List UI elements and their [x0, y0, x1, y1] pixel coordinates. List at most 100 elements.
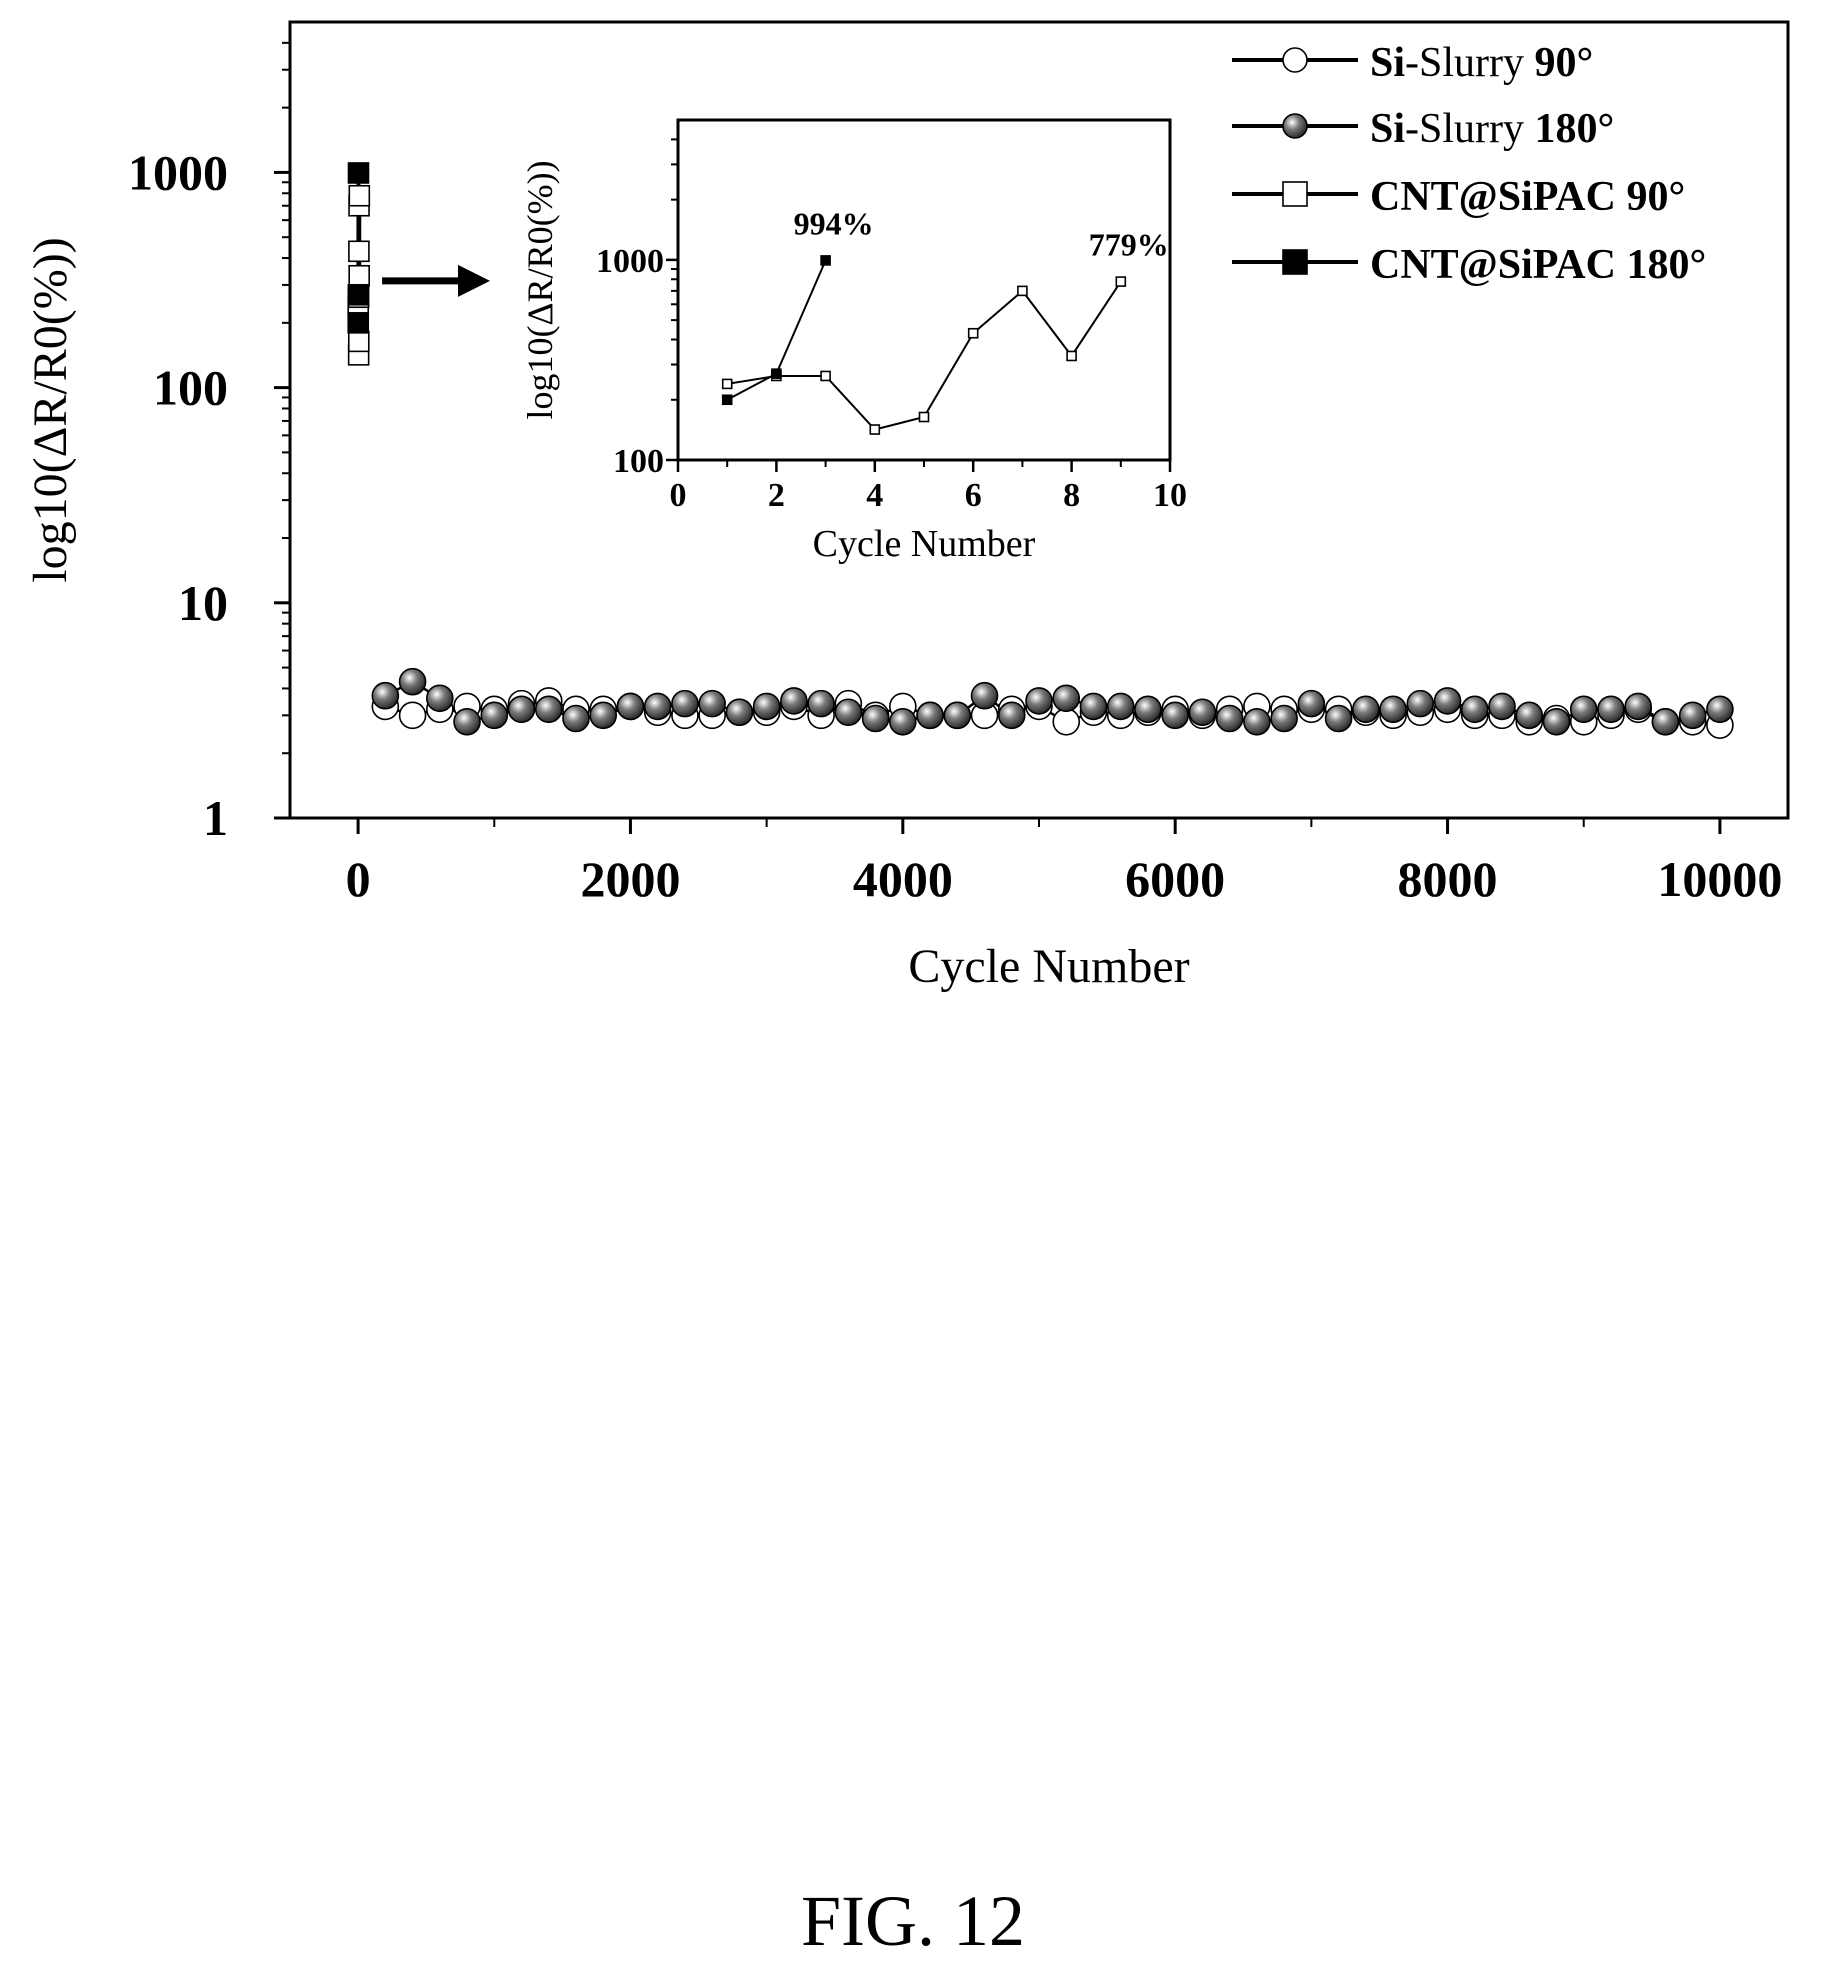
- data-point-si-slurry-180: [1270, 704, 1298, 733]
- data-point-si-slurry-180: [1215, 704, 1244, 733]
- legend-label: Si-Slurry 180°: [1370, 106, 1614, 152]
- legend-marker: [1282, 47, 1308, 73]
- legend: Si-Slurry 90° Si-Slurry 180° CNT@SiPAC 90°…: [1232, 40, 1706, 288]
- inset-frame: [676, 118, 1172, 462]
- data-point-si-slurry-180: [1297, 689, 1326, 718]
- data-point-cnt-sipac-180: [347, 162, 370, 184]
- inset-y-tick-label: 100: [613, 443, 664, 480]
- data-point-si-slurry-180: [507, 695, 536, 724]
- data-point-si-slurry-180: [1188, 698, 1217, 727]
- data-point-cnt-sipac-180: [347, 312, 370, 334]
- data-point-si-slurry-180: [997, 701, 1026, 730]
- data-point-si-slurry-90: [1052, 707, 1081, 736]
- inset-data-point: [820, 255, 831, 266]
- inset-annotation: 779%: [1089, 227, 1169, 263]
- data-point-si-slurry-180: [752, 692, 781, 721]
- y-tick-label: 10: [178, 575, 228, 631]
- x-tick-label: 8000: [1398, 851, 1498, 907]
- inset-data-point: [721, 378, 733, 390]
- data-point-si-slurry-180: [1597, 695, 1625, 724]
- inset-data-point: [1017, 285, 1028, 297]
- data-point-si-slurry-180: [1406, 689, 1435, 718]
- data-point-si-slurry-180: [1515, 701, 1544, 730]
- data-point-si-slurry-180: [1052, 684, 1081, 713]
- inset-data-point: [918, 411, 930, 423]
- data-point-si-slurry-180: [643, 692, 672, 721]
- data-point-si-slurry-180: [480, 701, 509, 730]
- data-point-si-slurry-180: [1161, 701, 1189, 730]
- data-point-cnt-sipac-180: [347, 283, 370, 306]
- y-axis-label: log10(ΔR/R0(%)): [24, 237, 77, 583]
- data-point-si-slurry-180: [970, 681, 999, 710]
- data-point-si-slurry-180: [889, 707, 917, 736]
- data-point-si-slurry-180: [1678, 701, 1707, 730]
- data-point-cnt-sipac-90: [348, 264, 370, 287]
- data-point-si-slurry-180: [1569, 695, 1598, 724]
- data-point-cnt-sipac-90: [348, 184, 371, 207]
- data-point-si-slurry-180: [1324, 704, 1353, 733]
- data-point-si-slurry-180: [943, 701, 972, 730]
- legend-label: CNT@SiPAC 90°: [1370, 174, 1685, 220]
- inset-data-point: [967, 327, 979, 339]
- data-point-si-slurry-180: [453, 707, 481, 736]
- data-point-si-slurry-90: [398, 701, 427, 730]
- x-tick-label: 4000: [853, 851, 953, 907]
- data-point-si-slurry-180: [562, 704, 590, 733]
- inset-x-axis-label: Cycle Number: [813, 523, 1036, 565]
- inset-annotation: 994%: [794, 205, 874, 241]
- data-point-si-slurry-180: [725, 698, 754, 727]
- data-point-si-slurry-180: [1433, 687, 1462, 715]
- data-point-si-slurry-180: [1651, 707, 1680, 736]
- inset-x-tick-label: 0: [670, 477, 687, 514]
- data-point-si-slurry-180: [916, 701, 944, 730]
- data-point-si-slurry-180: [807, 689, 835, 718]
- inset-data-point: [820, 370, 831, 382]
- inset-data-point: [721, 394, 733, 406]
- inset-chart: 0 2 4 6 8 10 100 1000 Cycle Number log10(ΔR/R0(%)…: [520, 118, 1187, 565]
- inset-x-tick-label: 10: [1153, 477, 1187, 514]
- y-tick-label: 1000: [128, 144, 228, 200]
- data-point-si-slurry-180: [698, 689, 726, 718]
- legend-marker: [1282, 249, 1308, 275]
- legend-marker: [1282, 113, 1308, 139]
- inset-x-tick-label: 4: [866, 477, 883, 514]
- data-point-si-slurry-180: [1542, 707, 1571, 736]
- data-point-si-slurry-180: [616, 692, 645, 721]
- data-point-si-slurry-180: [589, 701, 618, 730]
- data-point-cnt-sipac-90: [348, 240, 370, 263]
- data-point-cnt-sipac-90: [347, 330, 370, 353]
- data-point-si-slurry-180: [1134, 695, 1162, 724]
- data-point-si-slurry-180: [1488, 692, 1516, 721]
- figure-caption: FIG. 12: [800, 1881, 1025, 1961]
- data-point-si-slurry-180: [1025, 687, 1053, 715]
- data-point-si-slurry-180: [1106, 692, 1135, 721]
- inset-x-tick-label: 6: [965, 477, 982, 514]
- inset-data-point: [1066, 350, 1077, 362]
- data-point-si-slurry-180: [671, 689, 699, 718]
- inset-y-axis-label: log10(ΔR/R0(%)): [520, 160, 560, 419]
- y-tick-label: 1: [203, 790, 228, 846]
- data-point-si-slurry-180: [834, 698, 863, 727]
- data-point-si-slurry-180: [861, 704, 890, 733]
- data-point-si-slurry-180: [1706, 695, 1734, 724]
- inset-x-tick-label: 8: [1063, 477, 1080, 514]
- legend-label: CNT@SiPAC 180°: [1370, 242, 1706, 288]
- data-point-si-slurry-180: [1460, 695, 1489, 724]
- data-point-si-slurry-180: [1624, 692, 1652, 721]
- inset-data-point: [1115, 276, 1127, 287]
- inset-data-point: [771, 368, 782, 379]
- x-tick-label: 2000: [580, 851, 680, 907]
- data-point-si-slurry-180: [1243, 707, 1271, 736]
- legend-label: Si-Slurry 90°: [1370, 40, 1593, 86]
- data-point-si-slurry-180: [534, 695, 563, 724]
- legend-marker: [1282, 181, 1308, 207]
- data-point-si-slurry-180: [780, 687, 808, 715]
- inset-x-tick-label: 2: [768, 477, 785, 514]
- x-tick-label: 10000: [1657, 851, 1782, 907]
- data-point-si-slurry-180: [425, 684, 454, 713]
- y-tick-label: 100: [153, 360, 228, 416]
- data-point-si-slurry-180: [398, 667, 427, 696]
- data-point-si-slurry-180: [1079, 692, 1108, 721]
